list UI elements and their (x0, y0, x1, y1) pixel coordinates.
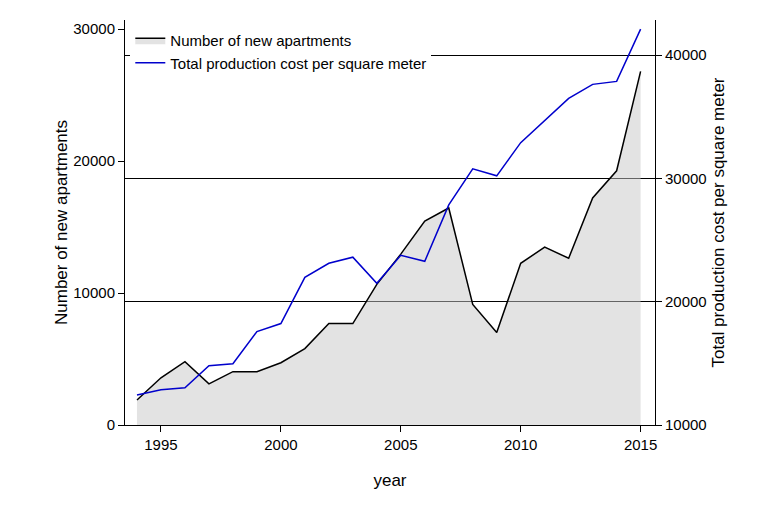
svg-text:40000: 40000 (665, 46, 707, 63)
svg-text:2015: 2015 (624, 436, 657, 453)
svg-text:30000: 30000 (73, 20, 115, 37)
svg-text:Total production cost per squa: Total production cost per square meter (170, 55, 426, 72)
svg-text:10000: 10000 (73, 284, 115, 301)
svg-text:2005: 2005 (384, 436, 417, 453)
svg-text:1995: 1995 (144, 436, 177, 453)
svg-text:0: 0 (107, 416, 115, 433)
svg-text:2010: 2010 (504, 436, 537, 453)
svg-text:30000: 30000 (665, 170, 707, 187)
svg-text:20000: 20000 (73, 152, 115, 169)
svg-text:Total production cost per squa: Total production cost per square meter (709, 77, 728, 367)
svg-text:year: year (373, 471, 406, 490)
svg-text:20000: 20000 (665, 293, 707, 310)
svg-text:Number of new apartments: Number of new apartments (170, 32, 351, 49)
svg-text:2000: 2000 (264, 436, 297, 453)
svg-text:10000: 10000 (665, 416, 707, 433)
svg-text:Number of new apartments: Number of new apartments (52, 120, 71, 325)
